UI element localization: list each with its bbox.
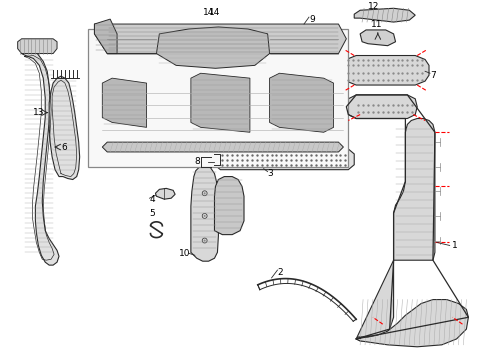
Polygon shape [342, 55, 428, 85]
Bar [87, 29, 347, 167]
Polygon shape [355, 260, 393, 341]
Polygon shape [155, 188, 175, 199]
Polygon shape [190, 73, 249, 132]
Polygon shape [353, 8, 414, 22]
Text: 8: 8 [194, 157, 200, 166]
Polygon shape [102, 142, 343, 152]
Text: 4: 4 [149, 195, 155, 204]
Text: 2: 2 [277, 267, 283, 276]
Text: 9: 9 [308, 15, 314, 24]
Text: 12: 12 [367, 2, 379, 11]
Text: 3: 3 [267, 169, 273, 178]
Text: 13: 13 [33, 108, 45, 117]
Text: 14: 14 [203, 8, 214, 17]
Polygon shape [269, 73, 333, 132]
Polygon shape [214, 176, 244, 235]
Text: 6: 6 [61, 143, 66, 152]
Text: 5: 5 [149, 210, 155, 219]
Polygon shape [102, 78, 146, 127]
Polygon shape [359, 30, 395, 46]
Text: 11: 11 [370, 19, 382, 28]
Polygon shape [18, 39, 57, 54]
Circle shape [203, 192, 205, 194]
Polygon shape [21, 51, 59, 265]
Polygon shape [94, 24, 346, 54]
Text: 7: 7 [429, 71, 435, 80]
Polygon shape [214, 149, 353, 170]
Polygon shape [49, 76, 80, 180]
Polygon shape [355, 300, 468, 347]
Polygon shape [393, 118, 434, 260]
Polygon shape [190, 166, 218, 261]
Text: 10: 10 [179, 249, 190, 258]
Circle shape [203, 239, 205, 242]
Polygon shape [346, 95, 416, 118]
Polygon shape [94, 19, 117, 54]
Text: 14: 14 [208, 8, 220, 17]
Polygon shape [156, 27, 269, 68]
Text: 1: 1 [451, 241, 456, 250]
Circle shape [203, 215, 205, 217]
